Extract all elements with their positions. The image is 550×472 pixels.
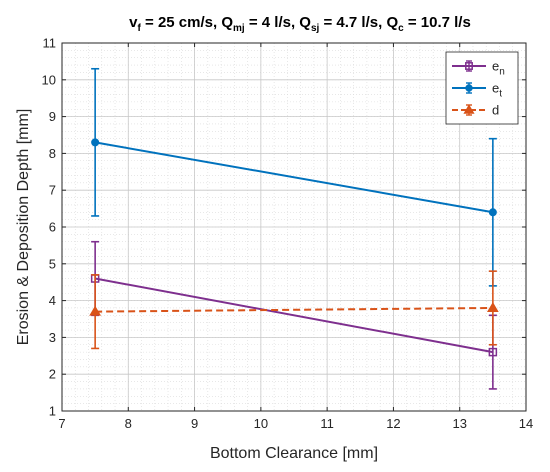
y-tick-label: 1 — [49, 404, 56, 419]
legend-marker-d — [463, 104, 475, 114]
legend-label-subscript: t — [499, 89, 502, 100]
series-line-et — [94, 141, 494, 214]
data-point-et — [488, 208, 497, 217]
series-et — [91, 67, 497, 287]
data-point-et — [91, 138, 100, 147]
data-point-d — [486, 301, 499, 312]
x-tick-label: 9 — [191, 416, 198, 431]
series-layer — [89, 67, 499, 390]
y-axis-label: Erosion & Deposition Depth [mm] — [15, 109, 32, 346]
legend-label-en: en — [492, 59, 505, 78]
series-line-en — [94, 277, 494, 354]
x-tick-label: 7 — [58, 416, 65, 431]
y-tick-label: 11 — [43, 36, 57, 51]
x-axis-label: Bottom Clearance [mm] — [210, 445, 378, 462]
legend-label-subscript: n — [499, 67, 505, 78]
legend-label-base: d — [492, 103, 499, 118]
y-tick-label: 10 — [42, 72, 56, 87]
y-tick-label: 6 — [49, 220, 56, 235]
y-tick-label: 2 — [49, 367, 56, 382]
legend-label-et: et — [492, 81, 502, 100]
legend-label-base: e — [492, 59, 499, 74]
x-tick-label: 11 — [320, 416, 334, 431]
legend-marker-et — [465, 84, 473, 92]
legend-label-d: d — [492, 103, 499, 118]
ticks — [61, 42, 527, 412]
x-tick-label: 14 — [519, 416, 533, 431]
data-point-d — [89, 305, 102, 316]
y-tick-label: 4 — [49, 293, 56, 308]
series-d — [89, 270, 499, 350]
x-tick-label: 12 — [386, 416, 400, 431]
chart-title: vf = 25 cm/s, Qmj = 4 l/s, Qsj = 4.7 l/s… — [129, 14, 471, 34]
x-tick-label: 10 — [254, 416, 268, 431]
y-tick-label: 5 — [49, 256, 56, 271]
x-tick-label: 8 — [125, 416, 132, 431]
series-line-d — [95, 306, 493, 313]
legend-label-base: e — [492, 81, 499, 96]
legend-marker-en — [465, 62, 473, 70]
y-tick-label: 9 — [49, 109, 56, 124]
data-point-en — [488, 347, 498, 357]
y-tick-label: 8 — [49, 146, 56, 161]
y-tick-label: 3 — [49, 330, 56, 345]
y-tick-label: 7 — [49, 183, 56, 198]
x-tick-label: 13 — [452, 416, 466, 431]
